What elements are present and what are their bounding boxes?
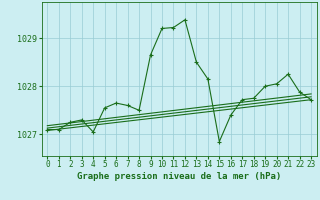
X-axis label: Graphe pression niveau de la mer (hPa): Graphe pression niveau de la mer (hPa) (77, 172, 281, 181)
